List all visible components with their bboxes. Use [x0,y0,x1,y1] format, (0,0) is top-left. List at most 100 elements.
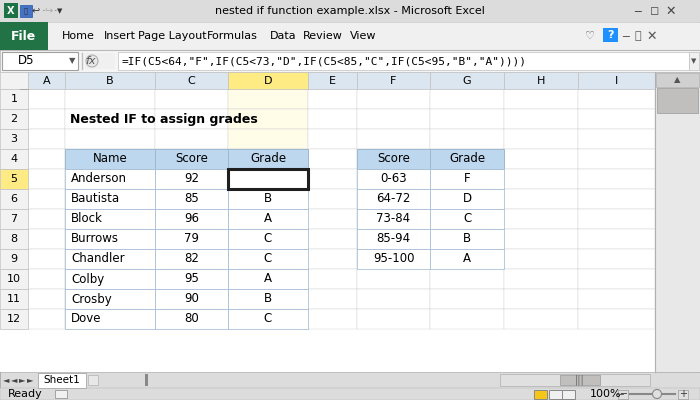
Text: ⧉: ⧉ [635,31,641,41]
Bar [504,269,578,289]
Text: E: E [329,76,336,86]
Bar [155,129,228,149]
Bar [560,375,600,385]
Bar [308,109,357,129]
Bar [308,229,357,249]
Text: B: B [463,232,471,246]
Bar [504,129,578,149]
Bar [145,374,148,386]
Bar [155,289,228,309]
Bar [430,209,504,229]
Bar [357,109,430,129]
Bar [28,309,65,329]
Bar [430,209,504,229]
Bar [430,189,504,209]
Text: Name: Name [92,152,127,166]
Bar [65,109,155,129]
Bar [28,209,65,229]
Bar [4,3,18,18]
Text: 80: 80 [184,312,199,326]
Bar [155,209,228,229]
Text: 4: 4 [10,154,18,164]
Text: 90: 90 [184,292,199,306]
Bar [155,149,228,169]
Bar [504,89,578,109]
Bar [357,189,430,209]
Bar [28,249,65,269]
Bar [357,229,430,249]
Text: B: B [264,292,272,306]
Bar [308,209,357,229]
Bar [65,289,155,309]
Bar [65,289,155,309]
Text: 9: 9 [10,254,18,264]
Text: Score: Score [175,152,208,166]
Bar [430,129,504,149]
Text: Burrows: Burrows [71,232,119,246]
Bar [155,189,228,209]
Bar [28,289,65,309]
Bar [308,249,357,269]
Bar [0,289,28,309]
Text: B: B [264,192,272,206]
Bar [28,129,65,149]
Bar [155,269,228,289]
Bar [65,209,155,229]
Bar [0,22,48,50]
Bar [578,189,655,209]
Bar [549,390,562,399]
Text: 85: 85 [184,192,199,206]
Text: ◄: ◄ [10,376,18,384]
Text: A: A [463,252,471,266]
Text: 92: 92 [184,172,199,186]
Text: 82: 82 [184,252,199,266]
Text: D: D [463,192,472,206]
Text: fx: fx [85,56,95,66]
Text: C: C [264,232,272,246]
Text: Crosby: Crosby [71,292,112,306]
Bar [65,169,155,189]
Bar [228,89,308,109]
Bar [678,390,688,399]
Bar [85,53,115,69]
Bar [228,169,308,189]
Text: Ready: Ready [8,389,43,399]
Bar [228,72,308,89]
Bar [430,149,504,169]
Bar [0,229,28,249]
Bar [0,0,700,22]
Bar [357,289,430,309]
Text: Dove: Dove [71,312,102,326]
Bar [28,149,65,169]
Bar [28,109,65,129]
Bar [155,72,228,89]
Text: ♡: ♡ [585,31,595,41]
Bar [228,269,308,289]
Bar [578,309,655,329]
Bar [55,390,67,398]
Text: Sheet1: Sheet1 [43,375,80,385]
Text: +: + [679,389,687,399]
Text: H: H [537,76,545,86]
Bar [578,109,655,129]
Bar [500,374,650,386]
Text: File: File [11,30,36,42]
Bar [65,269,155,289]
Bar [308,89,357,109]
Bar [155,149,228,169]
Bar [430,249,504,269]
Bar [578,229,655,249]
Bar [357,72,430,89]
Bar [578,89,655,109]
Text: ◻: ◻ [650,6,659,16]
Bar [504,289,578,309]
Bar [504,229,578,249]
Bar [357,209,430,229]
Bar [28,89,65,109]
Bar [155,229,228,249]
Text: 1: 1 [10,94,18,104]
Bar [228,189,308,209]
Bar [504,189,578,209]
Text: 5: 5 [10,174,18,184]
Bar [65,249,155,269]
